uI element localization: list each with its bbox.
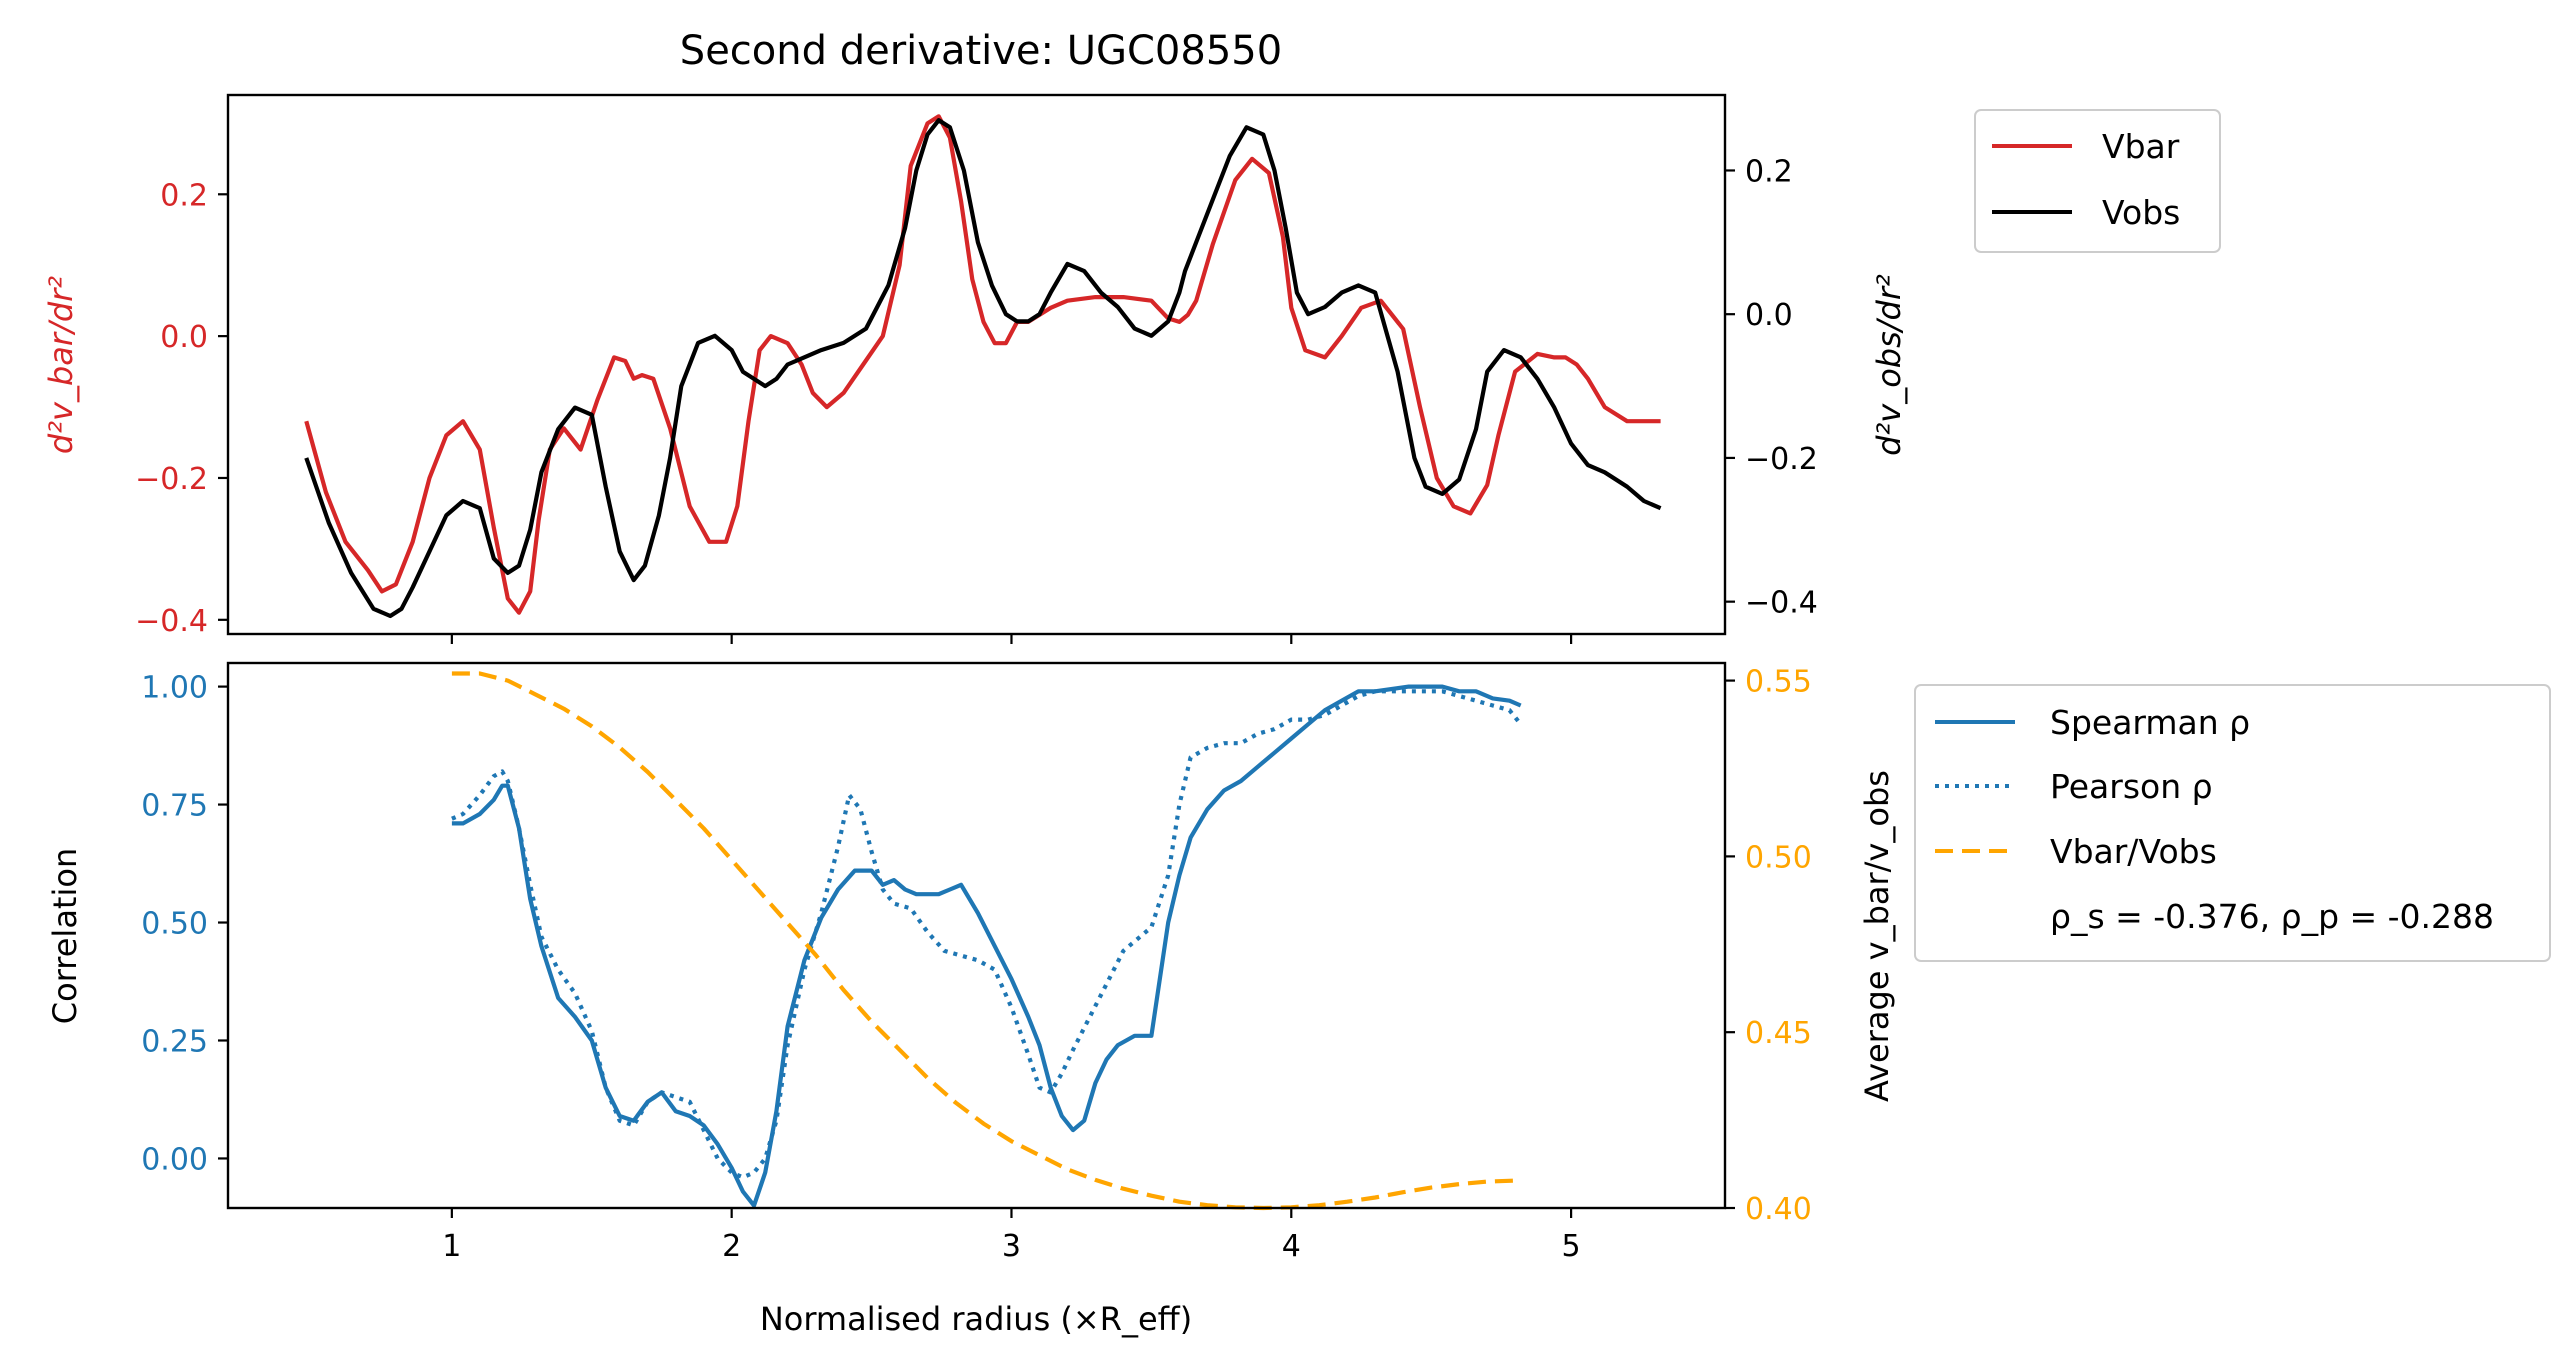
chart-title: Second derivative: UGC08550 — [680, 28, 1282, 74]
bottom-left-tick-label: 0.50 — [141, 907, 208, 942]
bottom-panel: 0.00 0.25 0.50 0.75 1.00 0.40 0.45 0.50 0.55 1 2… — [46, 661, 2551, 1338]
bottom-axes-frame — [226, 661, 1727, 1210]
bottom-plot-area — [451, 671, 1523, 1211]
bottom-right-tick-label: 0.40 — [1745, 1192, 1812, 1227]
bottom-right-y-label: Average v_bar/v_obs — [1858, 770, 1896, 1102]
series-line-vobs — [304, 118, 1662, 619]
legend-vbar-label: Vbar — [2102, 127, 2180, 166]
x-tick-label: 1 — [442, 1229, 461, 1264]
bottom-right-tick-label: 0.55 — [1745, 665, 1812, 700]
x-tick-label: 2 — [722, 1229, 741, 1264]
legend-ratio-label: Vbar/Vobs — [2050, 832, 2217, 871]
top-left-tick-label: −0.2 — [135, 462, 208, 497]
top-plot-area — [304, 114, 1662, 619]
top-panel: Second derivative: UGC08550 −0.4 −0.2 0.0 0… — [42, 28, 2221, 644]
series-line-dashed — [451, 671, 1516, 1211]
x-tick-label: 3 — [1002, 1229, 1021, 1264]
bottom-legend-box — [1914, 684, 2551, 962]
bottom-right-tick-label: 0.50 — [1745, 840, 1812, 875]
x-axis-label: Normalised radius (×R_eff) — [760, 1300, 1192, 1338]
x-tick-label: 4 — [1282, 1229, 1301, 1264]
top-right-tick-label: −0.4 — [1745, 586, 1818, 621]
x-tick-label: 5 — [1562, 1229, 1581, 1264]
top-legend: Vbar Vobs — [1974, 109, 2221, 253]
bottom-x-axis: 1 2 3 4 5 — [442, 1208, 1581, 1264]
legend-correlation-note: ρ_s = -0.376, ρ_p = -0.288 — [2050, 897, 2494, 936]
bottom-legend: Spearman ρ Pearson ρ Vbar/Vobs ρ_s = -0.… — [1914, 684, 2551, 962]
legend-spearman-label: Spearman ρ — [2050, 703, 2250, 742]
top-legend-box — [1974, 109, 2221, 253]
series-line-solid — [451, 684, 1522, 1208]
top-x-ticks — [450, 634, 1573, 644]
series-line-vbar — [304, 114, 1661, 615]
top-right-y-axis: −0.4 −0.2 0.0 0.2 — [1725, 154, 1818, 621]
bottom-right-y-axis: 0.40 0.45 0.50 0.55 — [1725, 665, 1812, 1227]
top-left-y-axis: −0.4 −0.2 0.0 0.2 — [135, 178, 228, 639]
top-left-tick-label: 0.2 — [160, 178, 208, 213]
top-left-tick-label: 0.0 — [160, 320, 208, 355]
top-right-y-label: d²v_obs/dr² — [1870, 274, 1908, 456]
bottom-left-tick-label: 1.00 — [141, 671, 208, 706]
legend-pearson-label: Pearson ρ — [2050, 767, 2213, 806]
bottom-left-tick-label: 0.75 — [141, 789, 208, 824]
bottom-right-tick-label: 0.45 — [1745, 1016, 1812, 1051]
series-line-dotted — [451, 689, 1523, 1180]
bottom-left-y-label: Correlation — [46, 848, 84, 1024]
top-right-tick-label: 0.0 — [1745, 298, 1793, 333]
top-left-tick-label: −0.4 — [135, 604, 208, 639]
top-right-tick-label: −0.2 — [1745, 442, 1818, 477]
top-right-tick-label: 0.2 — [1745, 154, 1793, 189]
bottom-left-tick-label: 0.25 — [141, 1024, 208, 1059]
bottom-left-y-axis: 0.00 0.25 0.50 0.75 1.00 — [141, 671, 228, 1177]
top-axes-frame — [226, 93, 1727, 636]
bottom-left-tick-label: 0.00 — [141, 1142, 208, 1177]
top-left-y-label: d²v_bar/dr² — [42, 276, 80, 454]
legend-vobs-label: Vobs — [2102, 193, 2180, 232]
